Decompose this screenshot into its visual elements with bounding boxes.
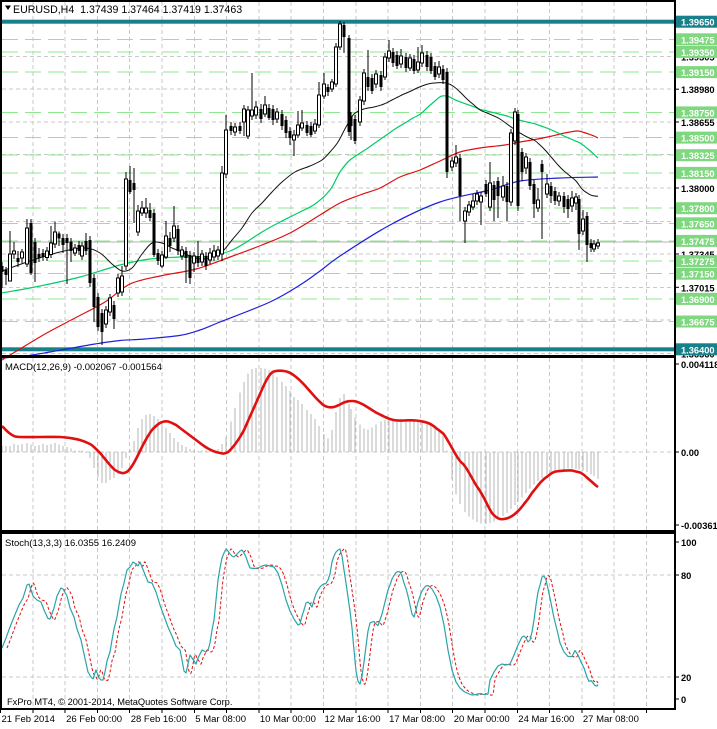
svg-text:21 Feb 2014: 21 Feb 2014 <box>2 714 55 725</box>
svg-text:12 Mar 16:00: 12 Mar 16:00 <box>325 714 381 725</box>
svg-text:27 Mar 08:00: 27 Mar 08:00 <box>583 714 639 725</box>
svg-text:20: 20 <box>681 673 691 683</box>
svg-text:1.38000: 1.38000 <box>681 184 715 194</box>
svg-text:10 Mar 00:00: 10 Mar 00:00 <box>260 714 316 725</box>
svg-text:1.37650: 1.37650 <box>681 219 715 229</box>
svg-text:1.38500: 1.38500 <box>681 134 715 144</box>
svg-text:1.38325: 1.38325 <box>681 151 715 161</box>
svg-text:28 Feb 16:00: 28 Feb 16:00 <box>131 714 187 725</box>
svg-text:1.39350: 1.39350 <box>681 48 715 58</box>
svg-text:1.38980: 1.38980 <box>681 85 715 95</box>
svg-text:5 Mar 08:00: 5 Mar 08:00 <box>195 714 246 725</box>
svg-text:FxPro MT4, © 2001-2014, MetaQu: FxPro MT4, © 2001-2014, MetaQuotes Softw… <box>7 697 232 707</box>
svg-text:1.39150: 1.39150 <box>681 68 715 78</box>
svg-text:1.37015: 1.37015 <box>681 283 715 293</box>
svg-text:EURUSD,H4 1.37439 1.37464 1.3: EURUSD,H4 1.37439 1.37464 1.37419 1.3746… <box>13 4 242 16</box>
svg-text:1.37475: 1.37475 <box>681 237 715 247</box>
svg-text:1.37275: 1.37275 <box>681 257 715 267</box>
svg-text:0.00: 0.00 <box>681 448 699 458</box>
svg-text:1.37800: 1.37800 <box>681 204 715 214</box>
svg-text:1.36675: 1.36675 <box>681 318 715 328</box>
svg-text:MACD(12,26,9) -0.002067 -0.001: MACD(12,26,9) -0.002067 -0.001564 <box>5 362 162 373</box>
svg-text:1.36900: 1.36900 <box>681 295 715 305</box>
svg-text:1.36400: 1.36400 <box>681 345 715 355</box>
svg-text:1.37150: 1.37150 <box>681 270 715 280</box>
svg-text:80: 80 <box>681 571 691 581</box>
svg-text:1.39650: 1.39650 <box>681 18 715 28</box>
svg-text:-0.003619: -0.003619 <box>681 521 717 531</box>
svg-text:1.38750: 1.38750 <box>681 108 715 118</box>
svg-text:17 Mar 08:00: 17 Mar 08:00 <box>389 714 445 725</box>
svg-text:24 Mar 16:00: 24 Mar 16:00 <box>518 714 574 725</box>
svg-text:0.004118: 0.004118 <box>681 360 717 370</box>
svg-text:1.37345: 1.37345 <box>681 250 715 260</box>
svg-text:1.38150: 1.38150 <box>681 169 715 179</box>
svg-text:0: 0 <box>681 695 686 705</box>
svg-text:26 Feb 00:00: 26 Feb 00:00 <box>66 714 122 725</box>
svg-text:1.38655: 1.38655 <box>681 118 715 128</box>
svg-text:Stoch(13,3,3) 16.0355 16.2409: Stoch(13,3,3) 16.0355 16.2409 <box>5 538 136 549</box>
svg-text:20 Mar 00:00: 20 Mar 00:00 <box>454 714 510 725</box>
svg-text:100: 100 <box>681 538 697 548</box>
svg-text:1.39475: 1.39475 <box>681 35 715 45</box>
